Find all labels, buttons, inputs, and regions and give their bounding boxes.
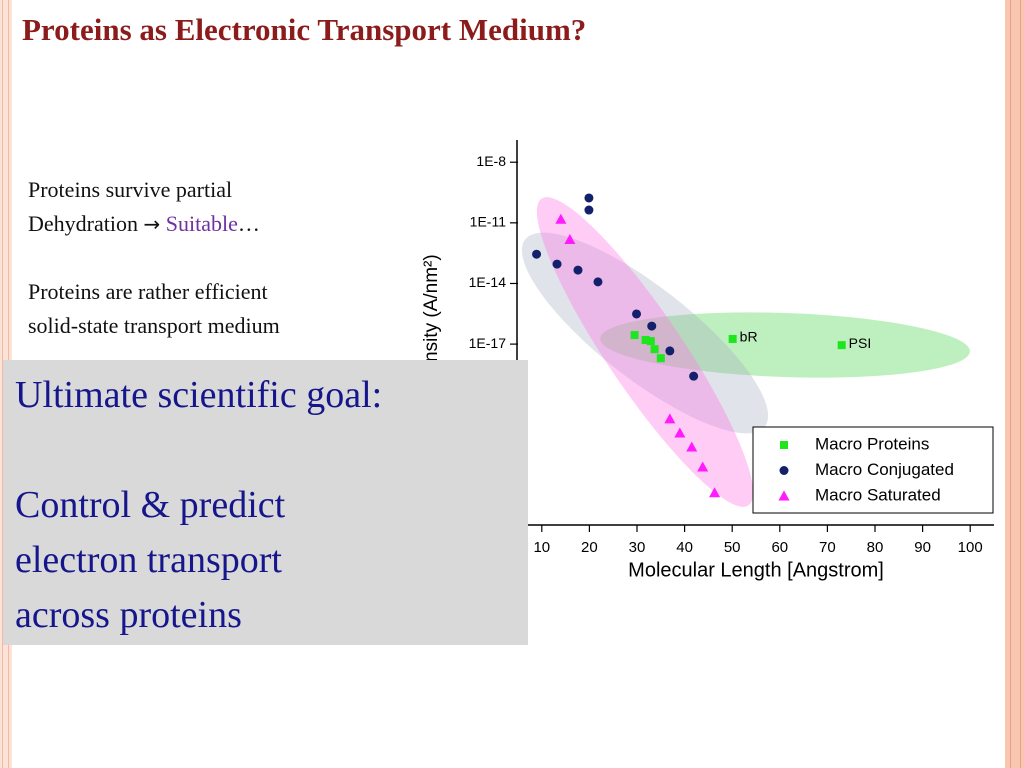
point: Proteins survive partial Dehydration → Su… [28,173,280,241]
right-border [1005,0,1024,768]
marker-triangle [697,461,709,472]
x-tick-label: 40 [676,539,693,556]
body-text: Proteins survive partial Dehydration → Su… [28,173,280,377]
x-tick-label: 100 [958,539,983,556]
text: … [237,211,260,236]
text: solid-state transport medium [28,313,280,338]
marker-circle [573,265,583,275]
marker-circle [632,309,642,319]
marker-circle [665,346,675,356]
region-ellipse [521,232,769,434]
region-ellipse [536,197,754,507]
text: Proteins are rather efficient [28,279,268,304]
marker-square [641,335,650,344]
marker-circle [647,321,657,331]
x-tick-label: 60 [771,539,788,556]
x-tick-label: 90 [914,539,931,556]
point: Proteins are rather efficient solid-state… [28,275,280,343]
x-tick-label: 20 [581,539,598,556]
goal-line: electron transport [15,539,282,581]
marker-triangle [686,441,698,452]
y-tick-label: 1E-8 [476,153,506,169]
goal-heading: Ultimate scientific goal: [15,374,383,416]
legend-label: Macro Saturated [815,485,941,504]
goal-line: Control & predict [15,484,286,526]
x-tick-label: 70 [819,539,836,556]
y-tick-label: 1E-14 [469,274,507,290]
legend-label: Macro Conjugated [815,460,954,479]
y-tick-label: 1E-11 [470,214,507,230]
marker-square [656,354,665,363]
marker-triangle [709,487,721,498]
marker-triangle [555,213,567,224]
x-tick-label: 30 [629,539,646,556]
arrow: → [143,212,161,236]
legend-label: Macro Proteins [815,434,929,453]
marker-circle [593,277,603,287]
text: Dehydration [28,211,138,236]
marker-triangle [674,427,686,438]
highlight: Suitable [165,211,238,236]
x-tick-label: 80 [867,539,884,556]
region-ellipse [600,312,970,378]
marker-circle [584,193,594,203]
text: Proteins survive partial [28,177,233,202]
legend-box [752,426,994,514]
marker-circle [779,466,789,475]
slide-title: Proteins as Electronic Transport Medium? [22,12,587,47]
annotation: PSI [849,335,872,351]
marker-circle [532,249,542,259]
annotation: bR [740,329,758,345]
marker-square [630,331,639,340]
y-tick-label: 1E-17 [469,335,507,351]
goal-box: Ultimate scientific goal: Control & pred… [3,360,528,645]
marker-circle [584,205,594,215]
marker-triangle [778,490,790,501]
marker-square [837,341,846,350]
marker-square [780,441,788,449]
goal-line: across proteins [15,594,242,636]
marker-square [728,334,737,343]
marker-triangle [664,413,676,424]
x-tick-label: 50 [724,539,741,556]
marker-triangle [564,233,576,244]
x-axis-title: Molecular Length [Angstrom] [628,559,884,581]
y-axis-title: nsity (A/nm²) [421,254,442,362]
marker-square [646,337,655,346]
marker-circle [689,371,699,381]
marker-circle [552,259,562,269]
marker-square [650,345,659,354]
x-tick-label: 10 [533,539,550,556]
